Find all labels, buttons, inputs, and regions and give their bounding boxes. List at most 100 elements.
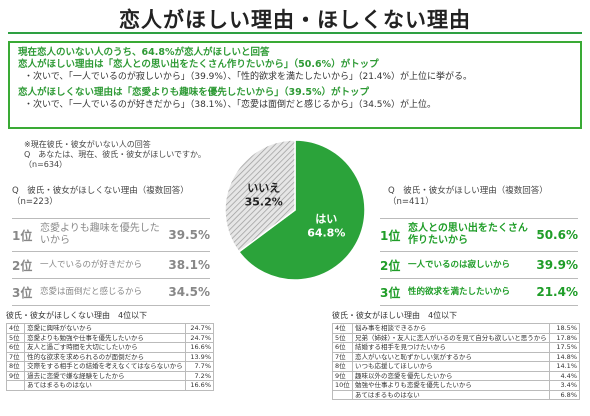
lower-rank: 6位 — [5, 342, 26, 353]
rank-reason: 恋愛よりも趣味を優先したいから — [40, 223, 160, 246]
lower-rank: 4位 — [5, 323, 26, 334]
lower-percent: 17.5% — [549, 342, 580, 353]
rank-reason: 一人でいるのが好きだから — [40, 259, 143, 270]
lower-reason: 恋愛に興味がないから — [24, 323, 186, 334]
summary-line-1: 現在恋人のいない人のうち、64.8%が恋人がほしいと回答 — [18, 47, 270, 58]
right-lower-title: 彼氏・彼女がほしい理由 4位以下 — [332, 311, 458, 320]
lower-rank: 7位 — [332, 351, 353, 362]
lower-rank: 10位 — [332, 380, 353, 391]
right-panel-header: Q 彼氏・彼女がほしい理由（複数回答） （n=411） — [388, 186, 548, 208]
lower-percent: 24.7% — [184, 332, 215, 343]
right-lower-row: あてはまるものはない 6.8% — [332, 389, 580, 400]
title-divider — [8, 32, 582, 34]
summary-box: 現在恋人のいない人のうち、64.8%が恋人がほしいと回答 恋人がほしい理由は「恋… — [8, 41, 582, 129]
lower-rank: 8位 — [5, 361, 26, 372]
rank-number: 3位 — [12, 285, 33, 300]
right-rank-row: 2位 一人でいるのは寂しいから 39.9% — [380, 252, 578, 279]
rank-number: 1位 — [380, 228, 401, 243]
left-lower-row: 5位 恋愛よりも勉強や仕事を優先したいから 24.7% — [5, 332, 215, 343]
lower-reason: 恋人がいないと恥ずかしい気がするから — [352, 351, 550, 362]
lower-percent: 7.7% — [184, 361, 215, 372]
pie-label-no: いいえ — [247, 181, 280, 194]
pie-value-yes: 64.8% — [307, 227, 345, 240]
lower-rank — [5, 380, 26, 391]
lower-rank — [332, 389, 353, 400]
lower-percent: 16.6% — [184, 342, 215, 353]
rank-reason: 恋人との思い出をたくさん作りたいから — [408, 223, 528, 246]
right-lower-ranks: 彼氏・彼女がほしい理由 4位以下 4位 悩み事を相談できるから 18.5% 5位 兄弟（… — [332, 310, 580, 400]
right-rank-row: 1位 恋人との思い出をたくさん作りたいから 50.6% — [380, 218, 578, 252]
right-lower-row: 5位 兄弟（姉妹）・友人に恋人がいるのを見て自分も欲しいと思うから 17.8% — [332, 332, 580, 343]
lower-percent: 14.1% — [549, 361, 580, 372]
lower-percent: 7.2% — [184, 370, 215, 381]
summary-line-4: 恋人がほしくない理由は「恋愛よりも趣味を優先したいから」（39.5%）がトップ — [18, 87, 370, 98]
left-panel-header: Q 彼氏・彼女がほしくない理由（複数回答） （n=223） — [12, 186, 189, 208]
rank-reason: 一人でいるのは寂しいから — [408, 259, 511, 270]
lower-reason: あてはまるものはない — [24, 380, 186, 391]
lower-percent: 18.5% — [549, 323, 580, 334]
lower-percent: 24.7% — [184, 323, 215, 334]
lower-reason: 過去に恋愛で嫌な経験をしたから — [24, 370, 186, 381]
rank-reason: 恋愛は面倒だと感じるから — [40, 286, 143, 297]
lower-reason: 悩み事を相談できるから — [352, 323, 550, 334]
lower-reason: いつも応援してほしいから — [352, 361, 550, 372]
right-lower-row: 7位 恋人がいないと恥ずかしい気がするから 14.8% — [332, 351, 580, 362]
pie-note-question: Q あなたは、現在、彼氏・彼女がほしいですか。 — [24, 150, 206, 159]
right-lower-row: 9位 趣味以外の恋愛を優先したいから 4.4% — [332, 370, 580, 381]
left-panel-n: （n=223） — [12, 197, 58, 207]
rank-percent: 34.5% — [168, 285, 210, 299]
left-lower-row: 6位 友人と過ごす時間を大切にしたいから 16.6% — [5, 342, 215, 353]
right-lower-row: 8位 いつも応援してほしいから 14.1% — [332, 361, 580, 372]
lower-reason: 性的な欲求を求められるのが面倒だから — [24, 351, 186, 362]
right-lower-row: 4位 悩み事を相談できるから 18.5% — [332, 323, 580, 334]
lower-reason: 恋愛よりも勉強や仕事を優先したいから — [24, 332, 186, 343]
left-lower-title: 彼氏・彼女がほしくない理由 4位以下 — [6, 311, 148, 320]
left-rank-table: 1位 恋愛よりも趣味を優先したいから 39.5% 2位 一人でいるのが好きだから 38.1… — [12, 218, 210, 306]
lower-reason: 勉強や仕事よりも恋愛を優先したいから — [352, 380, 550, 391]
right-panel-question: Q 彼氏・彼女がほしい理由（複数回答） — [388, 186, 548, 196]
rank-percent: 21.4% — [536, 285, 578, 299]
lower-rank: 6位 — [332, 342, 353, 353]
summary-line-2: 恋人がほしい理由は「恋人との思い出をたくさん作りたいから」（50.6%）がトップ — [18, 59, 379, 70]
lower-rank: 4位 — [332, 323, 353, 334]
summary-line-3: ・次いで、「一人でいるのが寂しいから」（39.9%）、「性的欲求を満たしたいから… — [24, 72, 473, 82]
lower-percent: 6.8% — [549, 389, 580, 400]
lower-percent: 17.8% — [549, 332, 580, 343]
pie-note-n: （n=634） — [24, 160, 68, 169]
right-lower-row: 6位 結婚する相手を見つけたいから 17.5% — [332, 342, 580, 353]
pie-question: ※現在彼氏・彼女がいない人の回答 Q あなたは、現在、彼氏・彼女がほしいですか。… — [24, 140, 206, 170]
rank-number: 2位 — [12, 258, 33, 273]
left-lower-row: 4位 恋愛に興味がないから 24.7% — [5, 323, 215, 334]
lower-percent: 16.6% — [184, 380, 215, 391]
pie-slice-no — [224, 139, 296, 253]
lower-rank: 5位 — [332, 332, 353, 343]
left-lower-row: あてはまるものはない 16.6% — [5, 380, 215, 391]
lower-reason: あてはまるものはない — [352, 389, 550, 400]
pie-label-yes: はい — [315, 213, 337, 226]
lower-reason: 結婚する相手を見つけたいから — [352, 342, 550, 353]
rank-number: 1位 — [12, 228, 33, 243]
right-rank-table: 1位 恋人との思い出をたくさん作りたいから 50.6% 2位 一人でいるのは寂しいから 3… — [380, 218, 578, 306]
left-panel-question: Q 彼氏・彼女がほしくない理由（複数回答） — [12, 186, 189, 196]
right-lower-table: 4位 悩み事を相談できるから 18.5% 5位 兄弟（姉妹）・友人に恋人がいるのを見て自… — [332, 323, 580, 400]
left-lower-ranks: 彼氏・彼女がほしくない理由 4位以下 4位 恋愛に興味がないから 24.7% 5位 恋愛… — [5, 310, 215, 391]
lower-reason: 兄弟（姉妹）・友人に恋人がいるのを見て自分も欲しいと思うから — [352, 332, 550, 343]
left-lower-row: 8位 交際をする相手との結婚を考えなくてはならないから 7.7% — [5, 361, 215, 372]
lower-percent: 14.8% — [549, 351, 580, 362]
rank-percent: 38.1% — [168, 258, 210, 272]
pie-slice-yes — [237, 139, 366, 281]
left-lower-row: 7位 性的な欲求を求められるのが面倒だから 13.9% — [5, 351, 215, 362]
rank-percent: 39.9% — [536, 258, 578, 272]
right-rank-row: 3位 性的欲求を満たしたいから 21.4% — [380, 279, 578, 306]
right-panel-n: （n=411） — [388, 197, 434, 207]
rank-percent: 50.6% — [536, 228, 578, 242]
rank-number: 2位 — [380, 258, 401, 273]
page-title: 恋人がほしい理由・ほしくない理由 — [119, 8, 471, 32]
lower-reason: 交際をする相手との結婚を考えなくてはならないから — [24, 361, 186, 372]
lower-rank: 9位 — [5, 370, 26, 381]
left-rank-row: 3位 恋愛は面倒だと感じるから 34.5% — [12, 279, 210, 306]
rank-reason: 性的欲求を満たしたいから — [408, 286, 511, 297]
lower-percent: 13.9% — [184, 351, 215, 362]
lower-reason: 友人と過ごす時間を大切にしたいから — [24, 342, 186, 353]
